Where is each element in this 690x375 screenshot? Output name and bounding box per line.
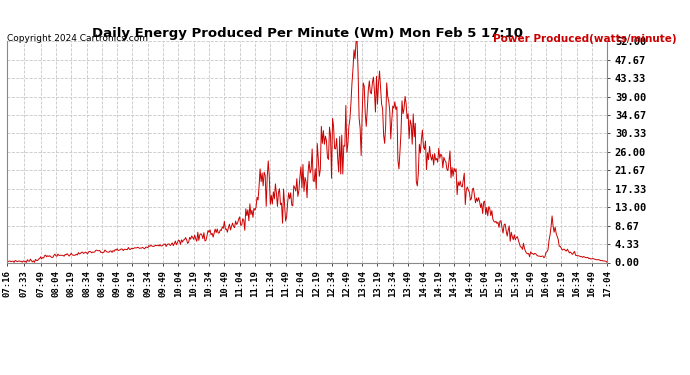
Text: Power Produced(watts/minute): Power Produced(watts/minute) (493, 34, 676, 44)
Title: Daily Energy Produced Per Minute (Wm) Mon Feb 5 17:10: Daily Energy Produced Per Minute (Wm) Mo… (92, 27, 522, 40)
Text: Copyright 2024 Cartronics.com: Copyright 2024 Cartronics.com (7, 34, 148, 43)
